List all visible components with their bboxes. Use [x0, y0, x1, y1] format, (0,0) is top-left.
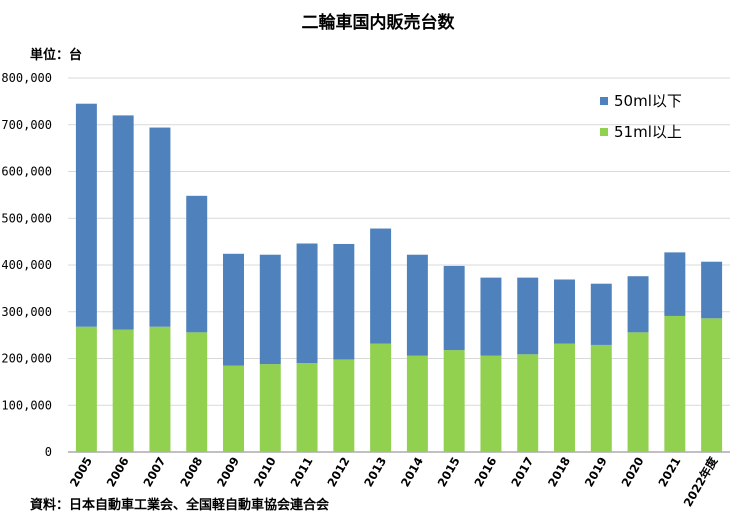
- bar-51ml-over: [259, 364, 281, 452]
- bar-50ml-under: [406, 254, 428, 356]
- bar-50ml-under: [480, 277, 502, 356]
- y-tick-label: 500,000: [1, 211, 52, 225]
- bars-layer: [75, 103, 723, 452]
- bar-50ml-under: [443, 265, 465, 351]
- bar-51ml-over: [517, 354, 539, 452]
- bar-50ml-under: [333, 243, 355, 360]
- x-tick-label: 2018: [545, 455, 573, 490]
- unit-label: 単位：台: [30, 48, 83, 63]
- bar-50ml-under: [149, 127, 171, 327]
- bar-51ml-over: [149, 326, 171, 452]
- y-tick-label: 300,000: [1, 305, 52, 319]
- x-tick-label: 2009: [214, 455, 242, 490]
- bar-50ml-under: [223, 253, 244, 366]
- y-tick-label: 700,000: [1, 118, 52, 132]
- bar-50ml-under: [664, 252, 686, 316]
- x-tick-label: 2013: [361, 455, 389, 490]
- bar-50ml-under: [186, 195, 208, 333]
- bar-51ml-over: [664, 315, 686, 452]
- bar-50ml-under: [259, 254, 281, 365]
- y-tick-label: 100,000: [1, 398, 52, 412]
- grid-layer: [68, 77, 730, 453]
- x-tick-label: 2022年度: [681, 454, 721, 509]
- x-tick-label: 2016: [471, 455, 499, 490]
- bar-51ml-over: [75, 326, 97, 452]
- x-tick-label: 2006: [104, 455, 132, 490]
- y-tick-label: 400,000: [1, 258, 52, 272]
- bar-51ml-over: [590, 344, 612, 452]
- bar-50ml-under: [112, 115, 134, 330]
- bar-51ml-over: [296, 363, 318, 452]
- legend-swatch: [600, 128, 608, 136]
- x-tick-label: 2007: [140, 455, 168, 490]
- x-tick-label: 2015: [435, 455, 463, 490]
- bar-51ml-over: [701, 318, 723, 452]
- x-tick-label: 2005: [67, 455, 95, 490]
- bar-50ml-under: [75, 103, 97, 327]
- x-tick-label: 2019: [582, 455, 610, 490]
- bar-51ml-over: [112, 329, 134, 452]
- bar-51ml-over: [480, 355, 502, 452]
- x-tick-label: 2014: [398, 455, 426, 490]
- legend-swatch: [600, 97, 608, 105]
- bar-51ml-over: [554, 343, 575, 452]
- bar-50ml-under: [627, 276, 649, 333]
- bar-51ml-over: [186, 332, 208, 452]
- legend: 50ml以下 51ml以上: [600, 92, 682, 141]
- bar-50ml-under: [296, 243, 318, 364]
- x-tick-label: 2020: [619, 455, 647, 490]
- legend-label: 51ml以上: [614, 123, 682, 141]
- bar-51ml-over: [627, 332, 649, 452]
- bar-50ml-under: [370, 228, 392, 344]
- y-tick-label: 600,000: [1, 165, 52, 179]
- x-tick-label: 2012: [324, 455, 352, 490]
- chart-title: 二輪車国内販売台数: [301, 13, 455, 33]
- x-tick-label: 2021: [655, 455, 683, 490]
- bar-50ml-under: [590, 283, 612, 345]
- x-tick-label: 2017: [508, 455, 536, 490]
- x-tick-label: 2011: [288, 455, 316, 490]
- bar-51ml-over: [370, 343, 392, 452]
- bar-51ml-over: [443, 350, 465, 452]
- x-tick-label: 2008: [177, 455, 205, 490]
- y-tick-label: 200,000: [1, 352, 52, 366]
- bar-51ml-over: [223, 365, 244, 452]
- bar-50ml-under: [554, 279, 575, 344]
- y-axis: 0 100,000 200,000 300,000 400,000 500,000 600,…: [1, 71, 52, 459]
- bar-50ml-under: [701, 261, 723, 319]
- y-tick-label: 0: [45, 445, 52, 459]
- y-tick-label: 800,000: [1, 71, 52, 85]
- bar-50ml-under: [517, 277, 539, 355]
- bar-51ml-over: [406, 355, 428, 452]
- x-tick-label: 2010: [251, 455, 279, 490]
- source-note: 資料：日本自動車工業会、全国軽自動車協会連合会: [30, 498, 330, 513]
- bar-51ml-over: [333, 359, 355, 452]
- legend-label: 50ml以下: [614, 92, 682, 110]
